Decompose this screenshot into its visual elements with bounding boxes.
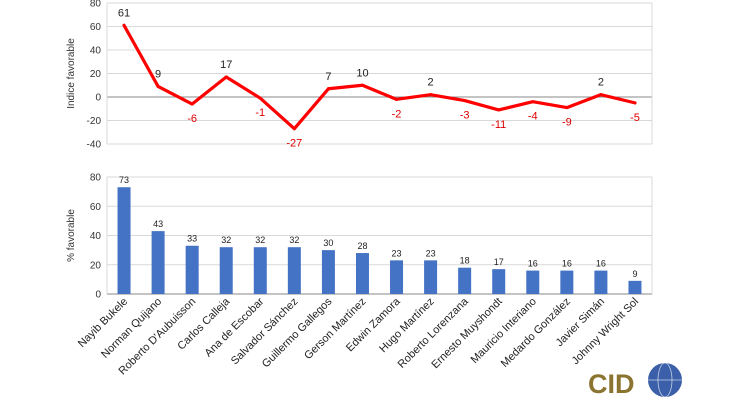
bar-y-tick-label: 80 (90, 173, 102, 184)
favorability-data-label: 9 (155, 68, 161, 80)
bar-data-label: 18 (460, 256, 470, 266)
favorable-bar (526, 270, 540, 294)
line-y-tick-label: 20 (90, 69, 102, 80)
favorability-point (429, 93, 433, 97)
favorable-bar (117, 187, 131, 294)
favorability-point (224, 75, 228, 79)
favorability-data-label: 2 (428, 77, 434, 89)
favorable-bar (253, 247, 267, 294)
favorable-bar (390, 260, 404, 294)
favorability-data-label: -3 (460, 110, 470, 122)
favorable-bar (355, 253, 369, 294)
favorability-point (122, 23, 126, 27)
bar-data-label: 23 (426, 248, 436, 258)
favorability-data-label: -6 (187, 113, 197, 125)
candidate-category-label: Gerson Martínez (302, 296, 368, 362)
favorability-data-label: 61 (118, 7, 130, 19)
favorability-point (258, 96, 262, 100)
favorability-point (463, 99, 467, 103)
bar-data-label: 30 (323, 238, 333, 248)
favorability-data-label: -5 (630, 112, 640, 124)
bar-data-label: 16 (528, 259, 538, 269)
bar-data-label: 73 (119, 175, 129, 185)
cid-logo-text: CID (588, 369, 635, 399)
line-y-tick-label: 0 (95, 93, 101, 104)
bar-y-tick-label: 60 (90, 202, 102, 213)
favorable-bar (321, 250, 335, 294)
cid-logo: CID (588, 362, 682, 399)
favorable-bar (287, 247, 301, 294)
bar-y-tick-label: 40 (90, 231, 102, 242)
favorable-bar (424, 260, 438, 294)
line-y-tick-label: -20 (87, 116, 102, 127)
favorability-index-line-chart: -40 -20 0 20 40 60 80 Indice favorable 61 9 -6 17 -1… (66, 0, 653, 151)
bar-data-label: 32 (255, 235, 265, 245)
candidate-category-label: Johnny Wright Sol (570, 296, 641, 367)
favorability-data-label: 17 (220, 59, 232, 71)
favorability-point (497, 108, 501, 112)
favorable-bar (628, 280, 642, 294)
favorability-series-line (122, 23, 637, 131)
bar-y-tick-label: 0 (95, 290, 101, 301)
candidate-category-label: Norman Quijano (99, 296, 164, 361)
bar-data-label: 17 (494, 257, 504, 267)
favorability-data-label: -9 (562, 117, 572, 129)
line-y-tick-label: 60 (90, 22, 102, 33)
favorability-point (599, 93, 603, 97)
favorability-data-label: -4 (528, 111, 538, 123)
favorable-bar (560, 270, 574, 294)
favorability-point (633, 101, 637, 105)
favorability-data-label: 7 (325, 71, 331, 83)
favorability-point (292, 127, 296, 131)
bar-data-label: 16 (562, 259, 572, 269)
favorability-point (360, 83, 364, 87)
favorability-point (156, 84, 160, 88)
favorability-data-label: 2 (598, 77, 604, 89)
bar-data-label: 23 (392, 248, 402, 258)
favorability-point (395, 97, 399, 101)
favorability-data-label: -1 (255, 107, 265, 119)
bar-data-label: 33 (187, 234, 197, 244)
favorability-data-label: -2 (392, 108, 402, 120)
bar-data-label: 32 (289, 235, 299, 245)
favorability-point (531, 100, 535, 104)
line-y-axis-title: Indice favorable (66, 38, 77, 109)
favorable-bar (458, 267, 472, 294)
favorable-bar (185, 245, 199, 294)
favorable-bar (151, 231, 165, 294)
bar-data-label: 16 (596, 259, 606, 269)
bar-y-axis-title: % favorable (66, 209, 77, 262)
line-y-tick-label: 80 (90, 0, 102, 10)
line-y-tick-label: -40 (87, 140, 102, 151)
bar-data-label: 43 (153, 219, 163, 229)
percent-favorable-bar-chart: 0 20 40 60 80 % favorable 73 43 33 32 32 32 30 28 23 23… (66, 173, 653, 377)
favorability-data-label: 10 (356, 67, 368, 79)
favorable-bar (492, 269, 506, 294)
favorable-bar (219, 247, 233, 294)
bar-data-label: 28 (357, 241, 367, 251)
favorable-bar (594, 270, 608, 294)
favorability-point (190, 102, 194, 106)
favorability-point (565, 106, 569, 110)
bar-data-label: 32 (221, 235, 231, 245)
favorability-point (326, 87, 330, 91)
bar-data-label: 9 (632, 269, 637, 279)
favorability-data-label: -27 (286, 138, 302, 150)
bar-y-tick-label: 20 (90, 260, 102, 271)
favorability-data-label: -11 (491, 119, 506, 131)
candidate-category-label: Ana de Escobar (203, 295, 267, 359)
line-y-tick-label: 40 (90, 46, 102, 57)
